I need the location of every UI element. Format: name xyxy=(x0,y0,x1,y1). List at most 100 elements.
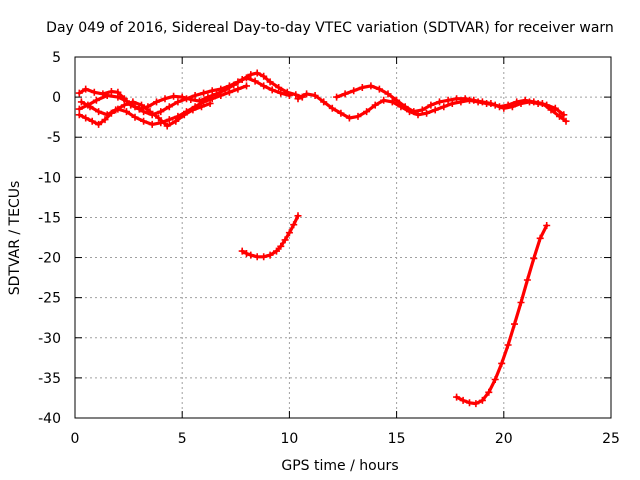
series-segment-morning xyxy=(238,212,302,261)
data-point xyxy=(277,242,285,250)
y-tick-label: -25 xyxy=(38,291,61,307)
data-point xyxy=(521,96,529,104)
data-point xyxy=(410,108,418,116)
data-point xyxy=(103,92,111,99)
data-point xyxy=(138,101,145,109)
data-point xyxy=(388,98,396,106)
data-point xyxy=(328,104,336,112)
data-point xyxy=(453,393,461,401)
data-point xyxy=(285,92,293,99)
data-point xyxy=(530,254,538,262)
data-point xyxy=(333,93,341,101)
data-point xyxy=(354,112,362,120)
data-point xyxy=(466,399,473,407)
data-point xyxy=(174,98,182,106)
data-point xyxy=(172,117,180,125)
data-point xyxy=(101,116,109,124)
data-point xyxy=(140,108,148,116)
data-point xyxy=(472,400,480,408)
data-point xyxy=(311,92,319,99)
data-point xyxy=(266,251,274,259)
series-band xyxy=(77,84,249,126)
series-band xyxy=(240,214,300,259)
data-point xyxy=(275,84,283,91)
data-point xyxy=(129,98,137,106)
data-point xyxy=(260,82,268,90)
data-point xyxy=(560,111,568,119)
y-tick-label: -35 xyxy=(38,371,61,387)
data-point xyxy=(551,104,559,112)
data-point xyxy=(165,116,173,124)
data-point xyxy=(444,96,452,104)
data-point xyxy=(538,100,546,107)
data-point xyxy=(82,85,90,93)
data-point xyxy=(82,114,90,122)
y-tick-label: -30 xyxy=(38,331,61,347)
data-point xyxy=(418,106,426,114)
data-point xyxy=(423,109,431,117)
data-point xyxy=(371,101,379,109)
data-point xyxy=(155,114,163,122)
data-point xyxy=(253,69,261,77)
data-point xyxy=(427,101,435,109)
data-point xyxy=(285,229,293,237)
data-point xyxy=(198,103,205,111)
data-point xyxy=(243,82,250,90)
data-point xyxy=(273,247,280,255)
data-point xyxy=(367,82,375,90)
data-point xyxy=(384,90,392,98)
data-point xyxy=(290,221,298,229)
data-point xyxy=(448,100,456,107)
data-point xyxy=(440,103,448,111)
data-point xyxy=(88,117,96,125)
data-point xyxy=(251,77,259,85)
data-point xyxy=(90,88,98,96)
data-point xyxy=(75,89,83,97)
data-point xyxy=(153,98,160,106)
series-band xyxy=(79,100,212,128)
data-point xyxy=(170,92,178,100)
data-point xyxy=(243,250,250,257)
data-point xyxy=(341,90,349,98)
data-point xyxy=(393,96,401,104)
data-point xyxy=(234,85,242,93)
y-tick-label: 0 xyxy=(52,90,61,106)
data-point xyxy=(517,299,525,306)
data-point xyxy=(504,341,512,349)
chart-title: Day 049 of 2016, Sidereal Day-to-day VTE… xyxy=(46,20,614,36)
data-point xyxy=(75,111,83,119)
data-point xyxy=(281,236,289,244)
data-point xyxy=(485,388,493,396)
data-point xyxy=(247,71,255,79)
y-tick-label: 5 xyxy=(52,50,61,66)
data-point xyxy=(180,111,188,119)
data-point xyxy=(95,120,103,128)
data-point xyxy=(140,117,148,125)
data-point xyxy=(112,106,120,114)
series-track-d xyxy=(77,98,214,130)
series-track-f xyxy=(333,82,570,125)
data-point xyxy=(478,98,486,106)
data-point xyxy=(358,84,366,91)
data-point xyxy=(461,95,469,103)
y-axis-label: SDTVAR / TECUs xyxy=(7,181,23,296)
data-point xyxy=(146,108,154,116)
data-point xyxy=(513,98,521,106)
data-point xyxy=(189,106,197,114)
data-point xyxy=(243,74,250,82)
data-point xyxy=(120,101,128,109)
data-point xyxy=(86,103,94,111)
data-point xyxy=(530,98,538,106)
data-point xyxy=(431,106,439,114)
data-point xyxy=(253,253,261,261)
y-tick-label: -20 xyxy=(38,251,61,267)
data-point xyxy=(95,108,103,116)
data-point xyxy=(453,95,461,103)
data-point xyxy=(459,396,467,404)
data-point xyxy=(478,396,486,404)
data-point xyxy=(247,251,255,259)
data-point xyxy=(217,85,225,93)
series-segment-evening xyxy=(453,222,551,408)
